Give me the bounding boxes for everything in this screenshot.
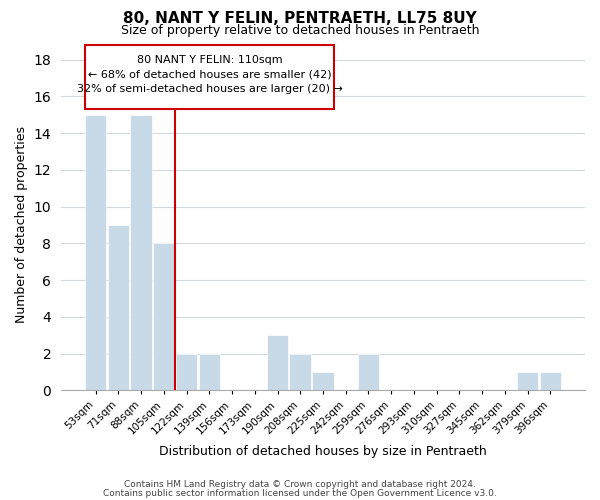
- Bar: [539, 372, 561, 390]
- Bar: [176, 354, 197, 391]
- Text: Contains HM Land Registry data © Crown copyright and database right 2024.: Contains HM Land Registry data © Crown c…: [124, 480, 476, 489]
- Bar: [107, 225, 129, 390]
- Y-axis label: Number of detached properties: Number of detached properties: [15, 126, 28, 324]
- Bar: [312, 372, 334, 390]
- Text: 80 NANT Y FELIN: 110sqm
← 68% of detached houses are smaller (42)
32% of semi-de: 80 NANT Y FELIN: 110sqm ← 68% of detache…: [77, 54, 343, 94]
- Bar: [199, 354, 220, 391]
- Text: Contains public sector information licensed under the Open Government Licence v3: Contains public sector information licen…: [103, 488, 497, 498]
- Bar: [130, 114, 152, 390]
- X-axis label: Distribution of detached houses by size in Pentraeth: Distribution of detached houses by size …: [159, 444, 487, 458]
- Bar: [358, 354, 379, 391]
- Bar: [153, 244, 175, 390]
- Text: 80, NANT Y FELIN, PENTRAETH, LL75 8UY: 80, NANT Y FELIN, PENTRAETH, LL75 8UY: [123, 11, 477, 26]
- Bar: [517, 372, 538, 390]
- Bar: [289, 354, 311, 391]
- FancyBboxPatch shape: [85, 45, 334, 109]
- Bar: [85, 114, 106, 390]
- Text: Size of property relative to detached houses in Pentraeth: Size of property relative to detached ho…: [121, 24, 479, 37]
- Bar: [267, 335, 289, 390]
